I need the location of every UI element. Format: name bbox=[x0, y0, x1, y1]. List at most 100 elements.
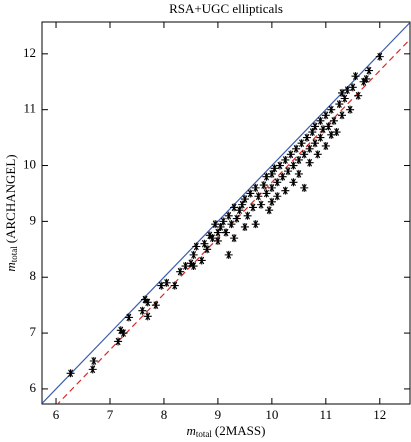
y-label-var: m bbox=[3, 262, 18, 271]
data-point bbox=[375, 52, 384, 61]
data-point bbox=[219, 217, 228, 226]
x-tick-label: 10 bbox=[265, 407, 278, 422]
y-tick-label: 6 bbox=[30, 380, 37, 395]
data-point bbox=[275, 161, 284, 170]
data-point bbox=[289, 178, 298, 187]
data-point bbox=[222, 228, 230, 237]
data-point bbox=[213, 236, 222, 245]
data-point bbox=[200, 239, 209, 248]
data-point bbox=[294, 155, 303, 164]
data-point bbox=[324, 122, 333, 131]
data-point bbox=[321, 141, 330, 150]
data-point bbox=[308, 128, 317, 137]
data-point bbox=[141, 295, 150, 304]
data-point bbox=[338, 111, 347, 120]
data-point bbox=[273, 178, 282, 187]
data-point bbox=[138, 306, 147, 315]
chart-title: RSA+UGC ellipticals bbox=[169, 1, 283, 16]
data-point bbox=[313, 150, 322, 159]
data-point bbox=[351, 72, 360, 81]
x-axis-label: mtotal (2MASS) bbox=[187, 423, 266, 439]
data-point bbox=[224, 211, 233, 220]
y-tick-label: 9 bbox=[30, 212, 37, 227]
x-tick-label: 9 bbox=[215, 407, 222, 422]
data-point bbox=[329, 116, 338, 125]
data-point bbox=[294, 169, 303, 178]
data-point bbox=[302, 133, 311, 142]
data-point bbox=[262, 189, 271, 198]
y-tick-label: 10 bbox=[23, 157, 36, 172]
data-point bbox=[267, 183, 276, 192]
data-point bbox=[162, 278, 171, 287]
plot-frame bbox=[41, 21, 411, 405]
data-point bbox=[230, 203, 239, 212]
y-tick-label: 8 bbox=[30, 268, 37, 283]
y-label-text: (ARCHANGEL) bbox=[3, 154, 18, 243]
x-tick-label: 11 bbox=[320, 407, 333, 422]
data-point bbox=[316, 116, 325, 125]
x-tick-label: 6 bbox=[53, 407, 60, 422]
data-point bbox=[246, 189, 255, 198]
data-point bbox=[281, 155, 290, 164]
data-point bbox=[297, 139, 306, 148]
reference-line bbox=[42, 22, 410, 404]
x-tick-label: 7 bbox=[107, 407, 114, 422]
data-point bbox=[224, 250, 233, 259]
data-point bbox=[265, 206, 274, 215]
data-point bbox=[262, 172, 271, 181]
data-point bbox=[213, 228, 222, 237]
data-point bbox=[124, 313, 133, 322]
x-tick-label: 12 bbox=[373, 407, 386, 422]
data-point bbox=[257, 200, 266, 209]
data-point bbox=[292, 144, 301, 153]
data-point bbox=[238, 200, 247, 209]
x-tick-label: 8 bbox=[161, 407, 168, 422]
y-axis-label: mtotal (ARCHANGEL) bbox=[3, 154, 19, 271]
data-point bbox=[235, 206, 244, 215]
y-tick-label: 7 bbox=[30, 324, 37, 339]
data-point bbox=[284, 167, 293, 176]
data-point bbox=[286, 150, 295, 159]
data-point bbox=[311, 122, 320, 131]
data-point bbox=[189, 262, 198, 271]
data-point bbox=[243, 211, 252, 220]
data-point bbox=[176, 267, 185, 276]
x-label-sub: total bbox=[196, 429, 212, 439]
data-point bbox=[211, 220, 220, 229]
data-point bbox=[66, 369, 75, 378]
x-label-text: (2MASS) bbox=[215, 423, 266, 438]
data-point bbox=[143, 298, 152, 307]
data-point bbox=[316, 133, 325, 142]
data-point bbox=[362, 74, 371, 83]
data-point bbox=[189, 250, 198, 259]
data-point bbox=[321, 111, 330, 120]
data-point bbox=[151, 301, 160, 310]
data-point bbox=[289, 161, 298, 170]
data-point bbox=[319, 125, 328, 134]
data-point bbox=[240, 222, 249, 231]
data-point bbox=[181, 262, 190, 271]
data-point bbox=[348, 83, 357, 92]
data-point bbox=[119, 329, 128, 338]
data-point bbox=[359, 77, 368, 86]
y-label-sub: total bbox=[9, 246, 19, 262]
plot-area bbox=[42, 22, 410, 404]
data-point bbox=[273, 192, 282, 201]
data-point bbox=[259, 181, 268, 190]
data-point bbox=[278, 172, 287, 181]
y-tick-label: 12 bbox=[23, 45, 36, 60]
data-point bbox=[232, 214, 241, 223]
data-point bbox=[327, 130, 336, 139]
data-point bbox=[251, 183, 260, 192]
data-point bbox=[227, 220, 236, 229]
data-point bbox=[170, 281, 179, 290]
data-point bbox=[143, 312, 152, 321]
data-point bbox=[335, 100, 344, 109]
data-point bbox=[254, 192, 263, 201]
data-point bbox=[203, 245, 212, 254]
data-point bbox=[305, 158, 314, 167]
data-point bbox=[192, 242, 201, 251]
data-point bbox=[270, 164, 279, 173]
data-point bbox=[114, 337, 123, 346]
